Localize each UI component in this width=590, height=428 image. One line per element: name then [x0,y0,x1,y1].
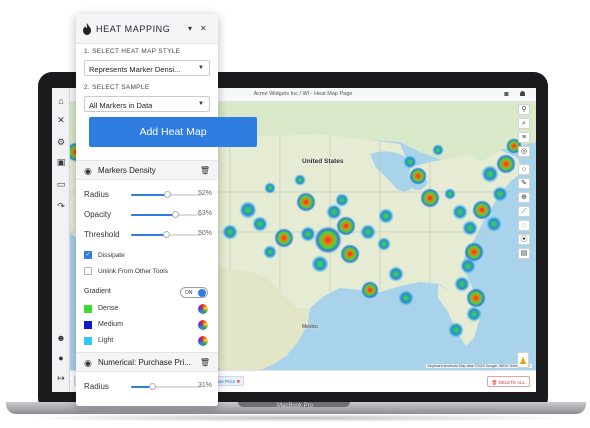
radius-value: 31% [197,382,212,389]
dissipate-label: Dissipate [98,252,125,259]
tools-icon[interactable]: ✕ [57,115,65,125]
threshold-value: 50% [197,230,212,237]
device-brand: MacBook Pro [276,403,313,409]
heat-style-value: Represents Marker Densi... [89,65,181,74]
share-icon[interactable]: ↷ [57,201,65,211]
color-wheel-icon[interactable] [198,336,208,346]
radius-label: Radius [84,190,109,199]
heat-mapping-panel: HEAT MAPPING ▾ ✕ 1. SELECT HEAT MAP STYL… [76,14,218,406]
panel-title: HEAT MAPPING [96,24,171,34]
slider-knob[interactable] [171,211,179,218]
sample-value: All Markers in Data [89,101,153,110]
layers-tool-icon[interactable]: ≡ [518,132,530,143]
slider-knob[interactable] [149,383,157,390]
light-color-swatch [84,337,92,345]
slider-fill [131,386,153,388]
logout-icon[interactable]: ↦ [57,373,65,383]
toggle-knob [198,289,206,297]
add-heat-map-button[interactable]: Add Heat Map [89,117,257,147]
laptop-shadow [18,414,574,422]
save-icon[interactable]: ▣ [56,157,66,167]
heat-style-select[interactable]: Represents Marker Densi... ▼ [84,60,210,76]
visibility-eye-icon[interactable]: ◉ [84,166,92,176]
page-title: Acme Widgets Inc / WI - Heat Map Page [253,91,353,97]
slider-fill [131,214,176,216]
document-tool-icon[interactable]: ▤ [518,248,530,259]
map-label-mexico: Mexico [302,324,318,330]
panel-header: HEAT MAPPING ▾ ✕ [76,14,218,44]
layer-header-purchase-price[interactable]: ◉ Numerical: Purchase Pri... 🗑 [76,352,218,372]
draw-tool-icon[interactable]: ✎ [518,178,530,189]
radius-label: Radius [84,382,109,391]
close-icon[interactable]: ✖ [236,379,241,384]
florida [438,284,480,346]
unlink-checkbox[interactable] [84,267,92,275]
delete-all-button[interactable]: 🗑 DELETE ALL [486,376,530,387]
style-step-label: 1. SELECT HEAT MAP STYLE [84,48,181,55]
threshold-slider[interactable] [131,231,201,238]
threshold-label: Threshold [84,230,120,239]
layer-name: Numerical: Purchase Pri... [98,358,191,367]
dissipate-checkbox[interactable]: ✓ [84,251,92,259]
slider-fill [131,194,168,196]
trash-icon[interactable]: 🗑 [199,166,210,175]
pin-tool-icon[interactable]: ⚲ [518,104,530,115]
circle-tool-icon[interactable]: ○ [518,164,530,175]
home-icon[interactable]: ⌂ [58,96,64,106]
gradient-label: Gradient [84,288,111,295]
dense-label: Dense [98,305,119,312]
left-rail: ⌂ ✕ ⚙ ▣ ▭ ↷ ☻ ● ↦ [52,88,70,392]
dense-color-swatch [84,305,92,313]
layer-name: Markers Density [98,166,156,175]
ruler-tool-icon[interactable]: ⟋ [518,206,530,217]
chevron-down-icon: ▼ [198,101,204,107]
opacity-value: 63% [197,210,212,217]
opacity-slider[interactable] [131,211,201,218]
delete-all-label: DELETE ALL [498,380,525,385]
unlink-label: Unlink From Other Tools [98,268,168,275]
visibility-eye-icon[interactable]: ◉ [84,358,92,368]
search-tool-icon[interactable]: ⌕ [518,118,530,129]
radius-value: 52% [197,190,212,197]
toggle-state: ON [185,290,193,296]
slider-fill [131,234,166,236]
collapse-caret-icon[interactable]: ▾ [188,24,193,33]
location-tool-icon[interactable]: ⦿ [518,234,530,245]
radius-slider[interactable] [131,191,201,198]
people-icon[interactable]: ☗ [519,91,526,98]
map-label-united-states: United States [302,158,344,165]
camera-icon[interactable]: ◙ [504,91,509,98]
monitor-icon[interactable]: ▭ [56,179,66,189]
map-attribution: Keyboard shortcuts Map data ©2024 Google… [425,364,532,368]
color-wheel-icon[interactable] [198,320,208,330]
trash-icon[interactable]: 🗑 [199,358,210,367]
radius-slider[interactable] [131,383,201,390]
target-tool-icon[interactable]: ◎ [518,146,530,157]
users-icon[interactable]: ☻ [56,333,66,343]
layer-header-density[interactable]: ◉ Markers Density 🗑 [76,160,218,180]
color-wheel-icon[interactable] [198,304,208,314]
sample-step-label: 2. SELECT SAMPLE [84,84,150,91]
flame-icon [83,23,91,35]
slider-knob[interactable] [163,191,171,198]
zoom-search-icon[interactable]: ⊕ [518,192,530,203]
opacity-label: Opacity [84,210,112,219]
laptop-notch [238,402,350,407]
medium-label: Medium [98,321,123,328]
account-icon[interactable]: ● [58,353,64,363]
sample-select[interactable]: All Markers in Data ▼ [84,96,210,112]
slider-knob[interactable] [162,231,170,238]
medium-color-swatch [84,321,92,329]
light-label: Light [98,337,114,344]
lasso-tool-icon[interactable]: ◌ [518,220,530,231]
settings-icon[interactable]: ⚙ [56,137,66,147]
chevron-down-icon: ▼ [198,65,204,71]
gradient-toggle[interactable]: ON [180,287,208,298]
street-view-pegman-icon[interactable]: ♟ [517,352,529,368]
close-panel-icon[interactable]: ✕ [200,24,207,33]
